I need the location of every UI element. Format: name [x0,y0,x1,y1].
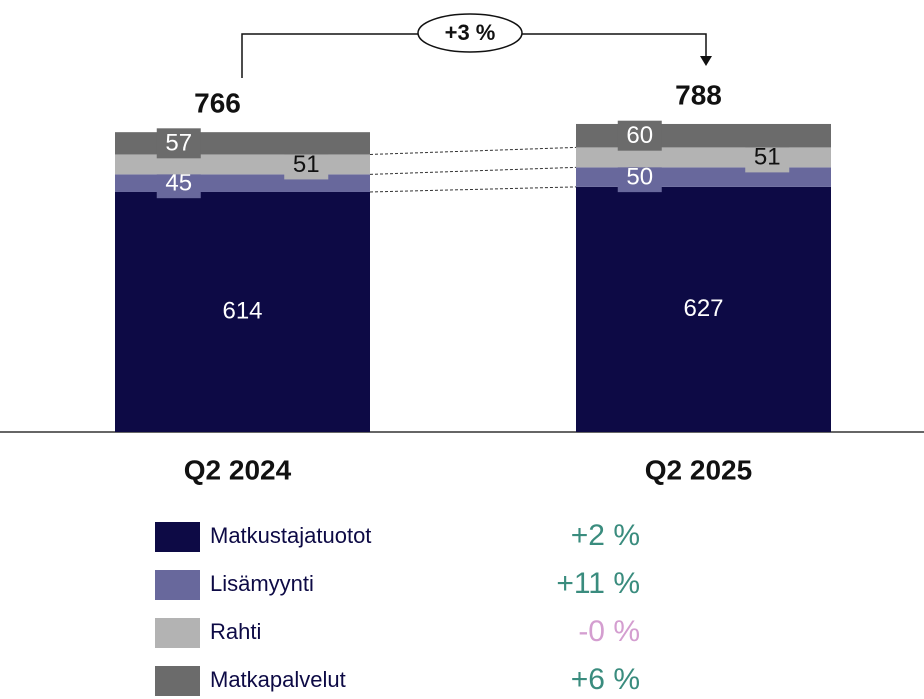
x-tick-label: Q2 2024 [184,454,292,485]
bar-segment [576,186,831,432]
x-tick-label: Q2 2025 [645,454,752,485]
value-label: 50 [626,163,653,190]
bar-segment [576,123,831,148]
change-bubble [417,13,523,53]
legend-change: -0 % [578,615,640,648]
arrow-head [700,56,712,66]
connector [369,146,577,155]
bar-segment [576,167,831,187]
value-label: 60 [626,122,653,149]
total-change: +3 % [445,20,496,45]
legend-label: Rahti [210,619,261,644]
bar-segment [576,147,831,168]
legend-label: Matkapalvelut [210,667,346,692]
bar-segment [115,191,370,432]
legend-label: Lisämyynti [210,571,314,596]
label-box [156,128,201,159]
value-label: 57 [165,130,192,157]
legend-change: +2 % [571,519,640,552]
connector [369,186,577,193]
bar-segment [115,174,370,192]
bar-segment [115,132,370,155]
value-label: 614 [222,297,262,324]
legend-swatch [155,522,200,552]
value-label: 51 [754,144,781,171]
total-label: 766 [194,88,241,119]
total-label: 788 [675,79,722,110]
value-label: 51 [293,151,320,178]
legend-swatch [155,570,200,600]
value-label: 627 [683,295,723,322]
legend-label: Matkustajatuotot [210,523,371,548]
bar-segment [115,154,370,175]
legend-change: +11 % [556,567,640,600]
connector [369,166,577,175]
legend-swatch [155,666,200,696]
legend-swatch [155,618,200,648]
label-box [617,120,662,151]
legend-change: +6 % [571,663,640,696]
